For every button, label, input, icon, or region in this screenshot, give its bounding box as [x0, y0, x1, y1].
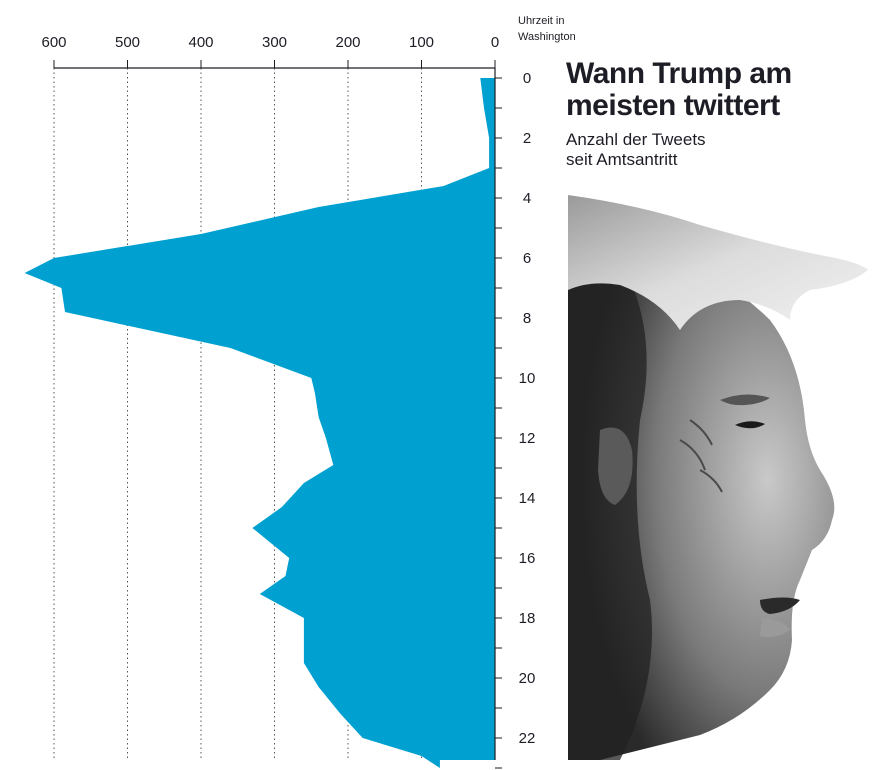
y-tick-label-2: 2: [523, 130, 531, 147]
y-tick-label-8: 8: [523, 310, 531, 327]
page-subtitle: Anzahl der Tweets seit Amtsantritt: [566, 130, 876, 170]
y-axis-label-line2: Washington: [518, 31, 576, 43]
y-tick-label-12: 12: [519, 430, 536, 447]
y-tick-label-20: 20: [519, 670, 536, 687]
portrait-mouth: [760, 597, 800, 614]
portrait-wrinkles: [679, 419, 723, 493]
y-tick-label-0: 0: [523, 70, 531, 87]
x-tick-label-400: 400: [188, 34, 213, 51]
y-axis-label-line1: Uhrzeit in: [518, 15, 564, 27]
portrait-ear: [598, 427, 633, 505]
y-tick-label-22: 22: [519, 730, 536, 747]
x-tick-label-600: 600: [41, 34, 66, 51]
trump-profile-portrait: [568, 195, 868, 760]
tweets-area: [24, 78, 495, 768]
portrait-lip: [760, 618, 790, 638]
subtitle-line-2: seit Amtsantritt: [566, 150, 678, 169]
y-tick-label-6: 6: [523, 250, 531, 267]
x-tick-label-200: 200: [335, 34, 360, 51]
y-tick-label-14: 14: [519, 490, 536, 507]
x-tick-label-100: 100: [409, 34, 434, 51]
series-layer: [24, 78, 495, 768]
y-tick-label-4: 4: [523, 190, 531, 207]
page-title: Wann Trump am meisten twittert: [566, 57, 792, 122]
y-tick-label-16: 16: [519, 550, 536, 567]
portrait-shadow: [568, 250, 652, 760]
y-tick-label-18: 18: [519, 610, 536, 627]
axes: [53, 60, 502, 769]
portrait-hair: [568, 195, 868, 330]
tick-labels: 600 500 400 300 200 100 0 0 2 4 6 8 10 12 14 16 18 20 22: [41, 34, 535, 747]
x-tick-label-300: 300: [262, 34, 287, 51]
x-tick-label-500: 500: [115, 34, 140, 51]
subtitle-line-1: Anzahl der Tweets: [566, 130, 706, 149]
portrait-eyebrow: [720, 394, 770, 406]
x-tick-label-0: 0: [491, 34, 499, 51]
y-tick-label-10: 10: [519, 370, 536, 387]
portrait-eye: [735, 421, 765, 429]
